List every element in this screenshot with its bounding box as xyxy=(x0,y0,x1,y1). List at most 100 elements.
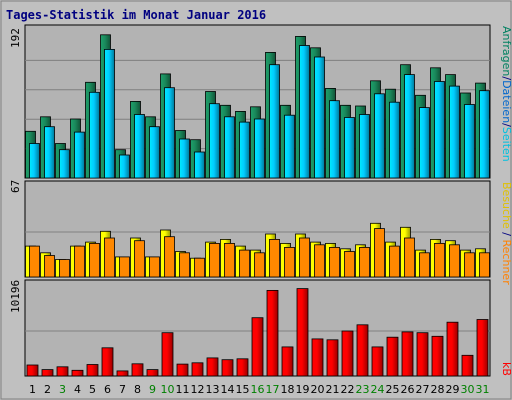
panel-mid-bars xyxy=(25,222,490,278)
bar-mid-s1-day-3 xyxy=(59,259,70,278)
bar-bot-s0-day-19 xyxy=(296,288,309,377)
day-label-31: 31 xyxy=(476,383,490,396)
bar-top-s1-day-28 xyxy=(434,81,445,179)
day-label-18: 18 xyxy=(281,383,295,396)
bar-bot-s0-day-17 xyxy=(266,289,279,377)
bar-mid-s1-day-6 xyxy=(104,237,115,278)
bar-mid-s1-day-14 xyxy=(224,242,235,278)
bar-mid-s1-day-24 xyxy=(374,228,385,278)
bar-top-s1-day-8 xyxy=(134,114,145,179)
bar-bot-s0-day-29 xyxy=(446,321,459,377)
bar-mid-s1-day-19 xyxy=(299,237,310,278)
bar-top-s1-day-22 xyxy=(344,117,355,179)
bar-bot-s0-day-26 xyxy=(401,331,414,377)
day-label-2: 2 xyxy=(44,383,51,396)
bar-mid-s1-day-30 xyxy=(464,252,475,278)
bar-top-s1-day-11 xyxy=(179,138,190,179)
bar-mid-s1-day-9 xyxy=(149,256,160,278)
day-label-3: 3 xyxy=(59,383,66,396)
bar-top-s1-day-19 xyxy=(299,45,310,179)
day-label-20: 20 xyxy=(311,383,325,396)
bar-top-s1-day-12 xyxy=(194,151,205,179)
bar-top-s1-day-17 xyxy=(269,64,280,179)
bar-bot-s0-day-28 xyxy=(431,335,444,377)
bar-bot-s0-day-3 xyxy=(56,366,69,377)
bar-mid-s1-day-16 xyxy=(254,252,265,278)
bar-bot-s0-day-6 xyxy=(101,347,114,377)
day-label-29: 29 xyxy=(446,383,460,396)
bar-mid-s1-day-25 xyxy=(389,245,400,278)
panel-kilobytes: 10196 kB xyxy=(9,279,512,377)
series-label-bot-0: kB xyxy=(500,362,512,376)
bar-mid-s1-day-7 xyxy=(119,256,130,278)
bar-bot-s0-day-20 xyxy=(311,338,324,377)
series-label-mid-1: / xyxy=(500,229,512,240)
bar-mid-s1-day-5 xyxy=(89,242,100,278)
series-label-top-2: Dateien xyxy=(500,80,512,123)
day-label-13: 13 xyxy=(206,383,220,396)
panel-requests-files-pages: 192 Anfragen/Dateien/Seiten xyxy=(9,24,512,179)
bar-bot-s0-day-2 xyxy=(41,369,54,377)
bar-bot-s0-day-21 xyxy=(326,339,339,377)
bar-top-s1-day-24 xyxy=(374,93,385,179)
day-label-25: 25 xyxy=(386,383,400,396)
day-label-16: 16 xyxy=(251,383,265,396)
bar-top-s1-day-13 xyxy=(209,103,220,179)
bar-bot-s0-day-18 xyxy=(281,346,294,377)
day-label-17: 17 xyxy=(266,383,280,396)
day-label-23: 23 xyxy=(356,383,370,396)
bar-top-s1-day-26 xyxy=(404,74,415,179)
bar-mid-s1-day-29 xyxy=(449,244,460,278)
bar-bot-s0-day-11 xyxy=(176,363,189,377)
bar-top-s1-day-9 xyxy=(149,126,160,179)
bar-bot-s0-day-16 xyxy=(251,317,264,377)
bar-mid-s1-day-21 xyxy=(329,246,340,278)
bar-bot-s0-day-27 xyxy=(416,332,429,377)
bar-mid-s1-day-10 xyxy=(164,236,175,278)
bar-mid-s1-day-18 xyxy=(284,246,295,278)
series-label-top-1: / xyxy=(500,76,512,80)
bar-bot-s0-day-5 xyxy=(86,364,99,377)
day-label-4: 4 xyxy=(74,383,81,396)
bar-mid-s1-day-22 xyxy=(344,251,355,278)
bar-mid-s1-day-26 xyxy=(404,237,415,278)
bar-mid-s1-day-17 xyxy=(269,238,280,278)
day-label-6: 6 xyxy=(104,383,111,396)
day-label-21: 21 xyxy=(326,383,340,396)
series-label-top-3: / xyxy=(500,123,512,127)
bar-bot-s0-day-9 xyxy=(146,369,159,377)
bar-top-s1-day-1 xyxy=(29,143,40,179)
bar-bot-s0-day-30 xyxy=(461,354,474,377)
bar-mid-s1-day-1 xyxy=(29,245,40,278)
x-axis-day-labels: 1 2 3 4 5 6 7 8 9 10 11 12 13 14 15 16 17 18 19 20 21 22 23 24 2… xyxy=(29,383,490,396)
bar-top-s1-day-30 xyxy=(464,104,475,179)
bar-mid-s1-day-15 xyxy=(239,249,250,278)
bar-mid-s1-day-13 xyxy=(209,242,220,278)
series-label-top-4: Seiten xyxy=(500,127,512,162)
panel-bot-max-label: 10196 xyxy=(9,280,22,313)
bar-bot-s0-day-8 xyxy=(131,363,144,377)
bar-top-s1-day-4 xyxy=(74,131,85,179)
day-label-7: 7 xyxy=(119,383,126,396)
panel-mid-max-label: 67 xyxy=(9,180,22,193)
day-label-12: 12 xyxy=(191,383,205,396)
bar-mid-s1-day-12 xyxy=(194,257,205,278)
bar-bot-s0-day-7 xyxy=(116,370,129,377)
bar-top-s1-day-14 xyxy=(224,116,235,179)
day-label-26: 26 xyxy=(401,383,415,396)
bar-bot-s0-day-10 xyxy=(161,332,174,377)
bar-mid-s1-day-11 xyxy=(179,252,190,278)
bar-top-s1-day-7 xyxy=(119,154,130,179)
bar-top-s1-day-18 xyxy=(284,114,295,179)
bar-top-s1-day-21 xyxy=(329,100,340,179)
bar-top-s1-day-5 xyxy=(89,91,100,179)
bar-bot-s0-day-1 xyxy=(26,364,39,377)
day-label-14: 14 xyxy=(221,383,235,396)
panel-bot-series-labels: kB xyxy=(500,362,512,376)
day-label-10: 10 xyxy=(161,383,175,396)
bar-mid-s1-day-31 xyxy=(479,252,490,278)
bar-mid-s1-day-4 xyxy=(74,245,85,278)
panel-visits-hosts: 67 Besuche / Rechner xyxy=(9,180,512,285)
day-label-11: 11 xyxy=(176,383,190,396)
